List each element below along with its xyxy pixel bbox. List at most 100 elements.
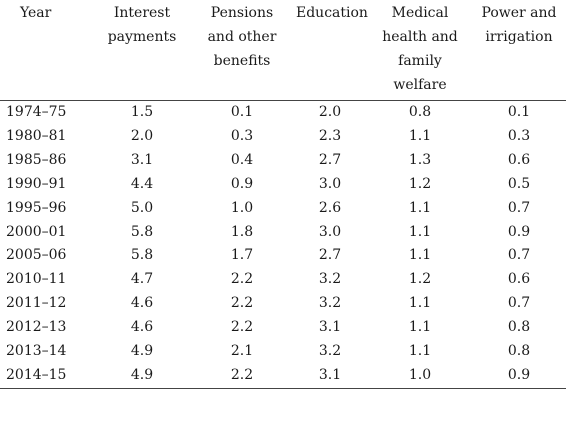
value-cell: 4.9 — [130, 343, 154, 360]
column-header-line: welfare — [393, 77, 447, 93]
value-cell: 3.1 — [318, 319, 342, 336]
value-cell: 0.1 — [507, 104, 531, 120]
column-header-line: Pensions — [210, 5, 274, 21]
value-cell: 1.1 — [408, 223, 432, 240]
table-row: 2011–12 4.6 2.2 3.2 1.1 0.7 — [0, 292, 566, 316]
table-container: Year Interest payments Pensions and other ben… — [0, 0, 566, 389]
value-cell: 1.0 — [408, 366, 432, 383]
column-header-line: Education — [296, 5, 368, 21]
value-cell: 0.4 — [230, 151, 254, 168]
value-cell: 2.0 — [318, 104, 342, 120]
value-cell: 4.9 — [130, 366, 154, 383]
value-cell: 1.2 — [408, 175, 432, 192]
value-cell: 3.1 — [318, 366, 342, 383]
value-cell: 2.2 — [230, 295, 254, 312]
value-cell: 4.6 — [130, 319, 154, 336]
year-cell: 1985–86 — [6, 151, 67, 168]
table-row: 2012–13 4.6 2.2 3.1 1.1 0.8 — [0, 316, 566, 340]
value-cell: 3.2 — [318, 271, 342, 288]
value-cell: 1.1 — [408, 199, 432, 216]
column-header-line: Year — [20, 5, 52, 21]
value-cell: 1.5 — [130, 104, 154, 120]
column-header-line: Medical — [391, 5, 449, 21]
value-cell: 2.2 — [230, 319, 254, 336]
value-cell: 0.9 — [507, 223, 531, 240]
column-header-line: family — [398, 53, 442, 69]
value-cell: 0.1 — [230, 104, 254, 120]
year-cell: 1980–81 — [6, 127, 67, 144]
value-cell: 2.6 — [318, 199, 342, 216]
table-row: 1980–81 2.0 0.3 2.3 1.1 0.3 — [0, 125, 566, 149]
column-header-line: health and — [382, 29, 458, 45]
year-cell: 1995–96 — [6, 199, 67, 216]
value-cell: 0.8 — [408, 104, 432, 120]
value-cell: 5.8 — [130, 223, 154, 240]
table-row: 1995–96 5.0 1.0 2.6 1.1 0.7 — [0, 197, 566, 221]
value-cell: 4.4 — [130, 175, 154, 192]
value-cell: 0.5 — [507, 175, 531, 192]
value-cell: 4.7 — [130, 271, 154, 288]
table-row: 1990–91 4.4 0.9 3.0 1.2 0.5 — [0, 173, 566, 197]
year-cell: 2010–11 — [6, 271, 67, 288]
column-header-line: benefits — [213, 53, 271, 69]
value-cell: 0.6 — [507, 151, 531, 168]
value-cell: 2.0 — [130, 127, 154, 144]
table-row: 2010–11 4.7 2.2 3.2 1.2 0.6 — [0, 268, 566, 292]
value-cell: 2.1 — [230, 343, 254, 360]
value-cell: 1.1 — [408, 343, 432, 360]
column-header-line: irrigation — [485, 29, 553, 45]
value-cell: 1.3 — [408, 151, 432, 168]
value-cell: 5.0 — [130, 199, 154, 216]
table-row: 1974–75 1.5 0.1 2.0 0.8 0.1 — [0, 101, 566, 125]
table-body: 1974–75 1.5 0.1 2.0 0.8 0.1 1980–81 2.0 0.3 2.3 1.… — [0, 101, 566, 389]
column-header-line: payments — [107, 29, 177, 45]
column-header: Year — [0, 0, 92, 101]
value-cell: 0.7 — [507, 295, 531, 312]
table-row: 1985–86 3.1 0.4 2.7 1.3 0.6 — [0, 149, 566, 173]
table-header: Year Interest payments Pensions and other ben… — [0, 0, 566, 101]
year-cell: 2012–13 — [6, 319, 67, 336]
year-cell: 2013–14 — [6, 343, 67, 360]
table-row: 2013–14 4.9 2.1 3.2 1.1 0.8 — [0, 340, 566, 364]
value-cell: 0.3 — [230, 127, 254, 144]
value-cell: 2.3 — [318, 127, 342, 144]
value-cell: 1.1 — [408, 295, 432, 312]
column-header-line: Interest — [113, 5, 171, 21]
value-cell: 1.2 — [408, 271, 432, 288]
value-cell: 2.7 — [318, 247, 342, 264]
table-row: 2014–15 4.9 2.2 3.1 1.0 0.9 — [0, 364, 566, 389]
column-header: Interest payments — [92, 0, 192, 101]
value-cell: 0.6 — [507, 271, 531, 288]
value-cell: 3.1 — [130, 151, 154, 168]
column-header: Medical health and family welfare — [368, 0, 472, 101]
year-cell: 2000–01 — [6, 223, 67, 240]
value-cell: 3.0 — [318, 175, 342, 192]
value-cell: 2.7 — [318, 151, 342, 168]
value-cell: 1.1 — [408, 247, 432, 264]
value-cell: 0.7 — [507, 199, 531, 216]
column-header-line: and other — [207, 29, 277, 45]
value-cell: 1.0 — [230, 199, 254, 216]
value-cell: 1.8 — [230, 223, 254, 240]
year-cell: 2014–15 — [6, 366, 67, 383]
value-cell: 0.3 — [507, 127, 531, 144]
value-cell: 3.2 — [318, 295, 342, 312]
table-row: 2005–06 5.8 1.7 2.7 1.1 0.7 — [0, 244, 566, 268]
value-cell: 0.7 — [507, 247, 531, 264]
column-header: Education — [292, 0, 368, 101]
year-cell: 2011–12 — [6, 295, 67, 312]
value-cell: 3.0 — [318, 223, 342, 240]
column-header-line: Power and — [481, 5, 557, 21]
expenditure-table: Year Interest payments Pensions and other ben… — [0, 0, 566, 389]
year-cell: 1990–91 — [6, 175, 67, 192]
table-row: 2000–01 5.8 1.8 3.0 1.1 0.9 — [0, 221, 566, 245]
year-cell: 2005–06 — [6, 247, 67, 264]
column-header: Pensions and other benefits — [192, 0, 292, 101]
value-cell: 0.8 — [507, 319, 531, 336]
value-cell: 4.6 — [130, 295, 154, 312]
year-cell: 1974–75 — [6, 104, 67, 120]
value-cell: 0.9 — [507, 366, 531, 383]
value-cell: 2.2 — [230, 366, 254, 383]
column-header: Power and irrigation — [472, 0, 566, 101]
value-cell: 1.1 — [408, 319, 432, 336]
